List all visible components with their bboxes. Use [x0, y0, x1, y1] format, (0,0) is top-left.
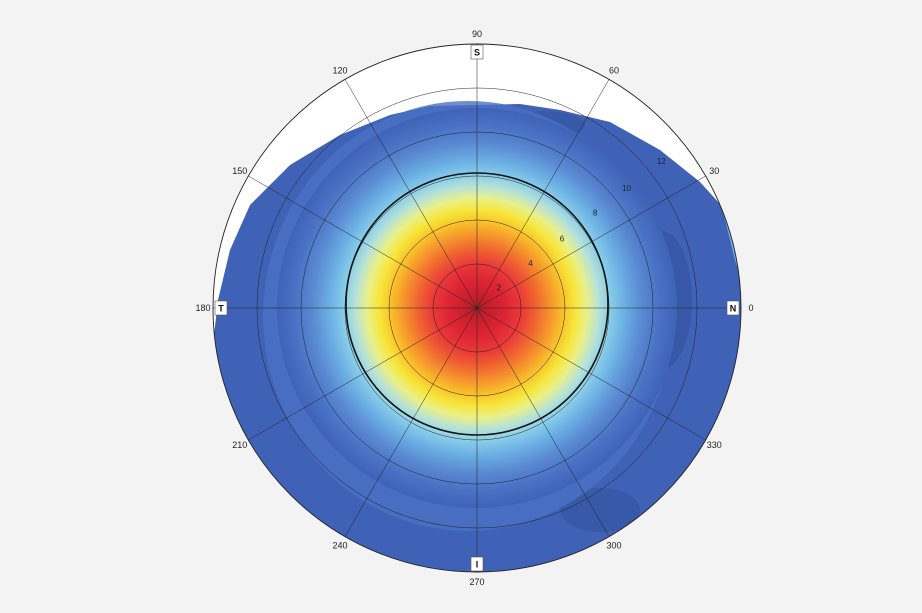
angle-label: 270 [469, 577, 484, 587]
angle-label: 120 [332, 66, 347, 76]
angle-label: 210 [232, 440, 247, 450]
dark-patch-inferior [560, 488, 640, 532]
angle-label: 0 [748, 303, 753, 313]
ring-labels: 2 4 6 8 10 12 [497, 157, 667, 293]
ring-label: 2 [497, 284, 502, 293]
direction-box [214, 300, 228, 316]
angle-label: 300 [606, 540, 621, 550]
angle-label: 150 [232, 166, 247, 176]
angle-label: 30 [709, 166, 719, 176]
direction-box [470, 44, 484, 60]
angle-label: 180 [195, 303, 210, 313]
ring-label: 12 [657, 157, 666, 166]
direction-text: I [476, 560, 479, 570]
direction-text: S [474, 48, 480, 58]
angle-label: 330 [707, 440, 722, 450]
direction-box [726, 300, 740, 316]
heatmap-layer [213, 101, 741, 572]
edge-light-lower [728, 380, 741, 460]
direction-text: N [730, 304, 737, 314]
angle-label: 90 [472, 29, 482, 39]
direction-label-i: I [470, 556, 484, 572]
ring-label: 8 [593, 208, 598, 217]
angle-label: 240 [332, 540, 347, 550]
direction-label-s: S [470, 44, 484, 60]
edge-light-upper [720, 200, 741, 300]
ring-label: 4 [528, 259, 533, 268]
polar-grid [212, 43, 742, 573]
ring-label: 10 [622, 184, 631, 193]
direction-label-n: N [726, 300, 740, 316]
direction-labels: S N T I [214, 44, 740, 572]
angle-label: 60 [609, 66, 619, 76]
direction-text: T [218, 304, 224, 314]
direction-label-t: T [214, 300, 228, 316]
direction-box [470, 556, 484, 572]
reference-ring [345, 172, 609, 436]
ring-label: 6 [560, 234, 565, 243]
grid-spoke [248, 175, 706, 441]
